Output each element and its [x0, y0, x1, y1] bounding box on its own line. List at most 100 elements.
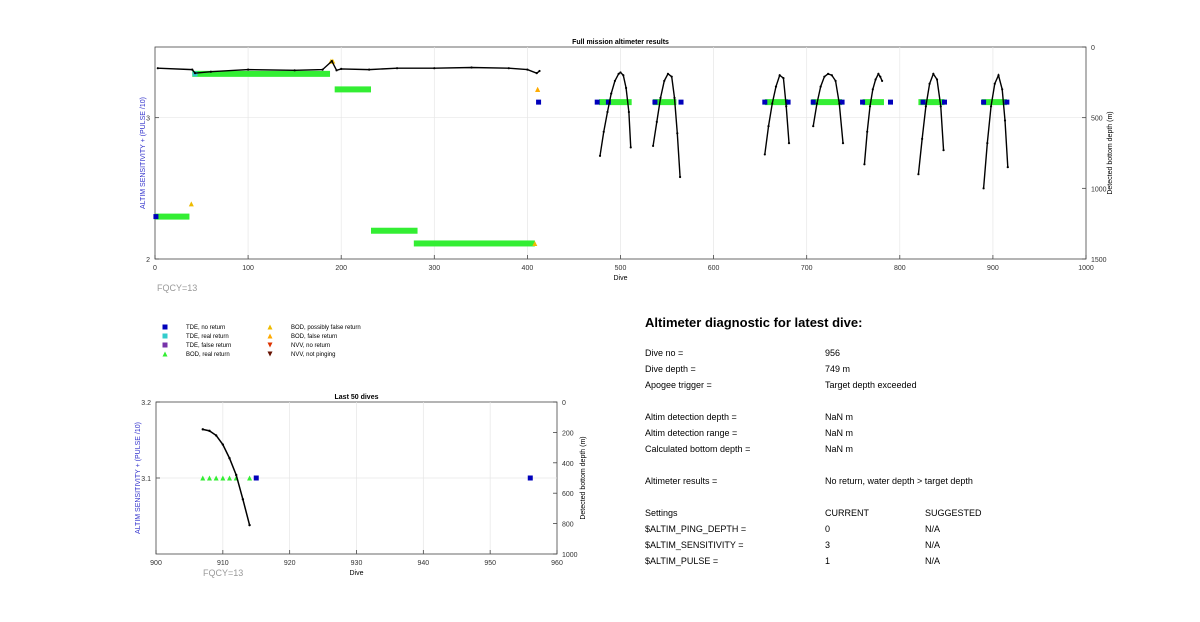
depth-point — [830, 74, 833, 77]
depth-line — [812, 73, 844, 144]
series-band — [811, 99, 843, 106]
legend-label: NVV, not pinging — [291, 352, 335, 358]
x-axis-label: Dive — [613, 275, 627, 282]
depth-point — [221, 443, 225, 446]
y-right-tick-label: 0 — [1091, 45, 1095, 52]
x-tick-label: 940 — [417, 560, 429, 567]
y-right-tick-label: 800 — [562, 522, 574, 529]
depth-point — [1001, 88, 1004, 91]
last-50-dives-chart: 900 910 920 930 940 950 960 3.1 3.2 0 200 400 600 800… — [135, 394, 587, 578]
depth-point — [610, 92, 613, 95]
depth-point — [193, 72, 197, 75]
depth-point — [921, 137, 924, 140]
depth-point — [247, 68, 250, 71]
legend-marker — [267, 351, 273, 357]
diag-label-detect-range: Altim detection range = — [645, 428, 738, 438]
depth-point — [763, 153, 766, 156]
x-tick-label: 910 — [217, 560, 229, 567]
depth-point — [624, 86, 628, 90]
depth-point — [673, 96, 676, 99]
diag-label-dive-depth: Dive depth = — [645, 364, 696, 374]
setting-label-ping-depth: $ALTIM_PING_DEPTH = — [645, 524, 747, 534]
depth-line — [764, 74, 790, 155]
depth-point — [209, 70, 212, 73]
x-tick-label: 800 — [894, 265, 906, 272]
depth-point — [774, 85, 778, 88]
x-tick-label: 960 — [551, 560, 563, 567]
series-band — [334, 86, 371, 93]
series-band — [413, 240, 535, 247]
depth-point — [838, 102, 841, 105]
y-left-axis-label: ALTIM SENSITIVITY + (PULSE /10) — [135, 422, 142, 534]
depth-point — [932, 72, 935, 75]
legend-marker — [162, 351, 168, 357]
depth-point — [619, 71, 622, 74]
x-tick-label: 600 — [708, 265, 720, 272]
diag-value-dive-no: 956 — [825, 348, 841, 358]
depth-point — [613, 79, 617, 83]
depth-point — [606, 110, 609, 114]
data-point — [206, 475, 212, 481]
depth-point — [841, 142, 845, 145]
series-band — [599, 99, 632, 106]
depth-point — [507, 67, 510, 70]
legend-label: NVV, no return — [291, 343, 330, 349]
depth-point — [433, 67, 436, 70]
y-right-tick-label: 1500 — [1091, 257, 1107, 264]
depth-point — [629, 146, 632, 149]
depth-point — [293, 69, 296, 72]
x-tick-label: 300 — [428, 265, 440, 272]
y-right-tick-label: 1000 — [1091, 186, 1107, 193]
legend-label: TDE, real return — [186, 334, 229, 340]
depth-point — [395, 67, 399, 70]
legend-label: BOD, real return — [186, 352, 230, 358]
y-left-tick-label: 2 — [146, 257, 150, 264]
legend-label: BOD, possibly false return — [291, 325, 361, 331]
depth-point — [1003, 119, 1007, 122]
x-tick-label: 930 — [351, 560, 363, 567]
y-right-tick-label: 600 — [562, 491, 574, 498]
diag-value-bottom-depth: NaN m — [825, 444, 854, 454]
depth-point — [881, 79, 884, 83]
series-band — [370, 227, 418, 234]
depth-point — [214, 434, 218, 437]
settings-header-label: Settings — [645, 508, 678, 518]
x-tick-label: 500 — [615, 265, 627, 272]
depth-point — [879, 75, 882, 78]
depth-point — [228, 457, 231, 460]
data-point — [220, 475, 226, 481]
depth-point — [235, 473, 238, 477]
x-tick-label: 700 — [801, 265, 813, 272]
depth-point — [248, 523, 251, 527]
depth-point — [989, 105, 993, 108]
depth-line — [863, 72, 883, 165]
data-point — [981, 99, 987, 105]
y-right-tick-label: 1000 — [562, 552, 578, 559]
depth-point — [470, 66, 473, 69]
y-left-axis-label: ALTIM SENSITIVITY + (PULSE /10) — [140, 97, 147, 209]
depth-line — [202, 428, 251, 526]
depth-point — [321, 68, 324, 71]
x-tick-label: 100 — [242, 265, 254, 272]
data-point — [200, 475, 206, 481]
diag-label-apogee: Apogee trigger = — [645, 380, 712, 390]
diag-label-dive-no: Dive no = — [645, 348, 684, 358]
depth-line — [599, 71, 632, 156]
diagnostic-heading: Altimeter diagnostic for latest dive: — [645, 315, 863, 330]
depth-point — [602, 130, 605, 133]
depth-point — [785, 105, 788, 108]
depth-point — [340, 67, 343, 71]
data-point — [678, 99, 684, 105]
depth-point — [598, 154, 602, 157]
legend-label: TDE, no return — [186, 325, 225, 331]
depth-point — [666, 72, 670, 75]
setting-current-pulse: 1 — [825, 556, 831, 566]
setting-current-ping-depth: 0 — [825, 524, 831, 534]
depth-point — [622, 74, 625, 77]
depth-point — [191, 68, 194, 71]
depth-point — [924, 105, 927, 108]
diag-value-apogee: Target depth exceeded — [825, 380, 917, 390]
setting-suggested-sensitivity: N/A — [925, 540, 941, 550]
diag-label-bottom-depth: Calculated bottom depth = — [645, 444, 751, 454]
